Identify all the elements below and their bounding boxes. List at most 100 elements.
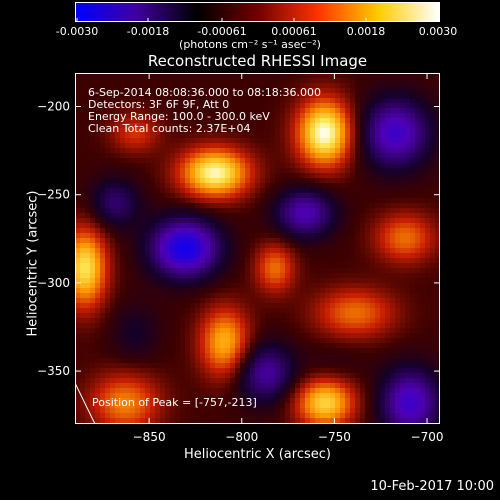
heatmap-cell bbox=[250, 208, 255, 213]
heatmap-cell bbox=[105, 218, 110, 223]
heatmap-cell bbox=[265, 243, 270, 248]
heatmap-cell bbox=[265, 248, 270, 253]
heatmap-cell bbox=[410, 228, 415, 233]
heatmap-cell bbox=[245, 273, 250, 278]
heatmap-cell bbox=[85, 113, 90, 118]
heatmap-cell bbox=[320, 218, 325, 223]
heatmap-cell bbox=[430, 228, 435, 233]
heatmap-cell bbox=[125, 228, 130, 233]
heatmap-cell bbox=[170, 218, 175, 223]
heatmap-cell bbox=[300, 323, 305, 328]
heatmap-cell bbox=[355, 383, 360, 388]
heatmap-cell bbox=[220, 388, 225, 393]
heatmap-cell bbox=[175, 378, 180, 383]
heatmap-cell bbox=[250, 218, 255, 223]
heatmap-cell bbox=[250, 173, 255, 178]
heatmap-cell bbox=[270, 268, 275, 273]
heatmap-cell bbox=[275, 323, 280, 328]
heatmap-cell bbox=[410, 313, 415, 318]
heatmap-cell bbox=[245, 98, 250, 103]
heatmap-cell bbox=[210, 403, 215, 408]
heatmap-cell bbox=[205, 338, 210, 343]
heatmap-cell bbox=[185, 313, 190, 318]
heatmap-cell bbox=[275, 163, 280, 168]
heatmap-cell bbox=[215, 123, 220, 128]
heatmap-cell bbox=[130, 388, 135, 393]
heatmap-cell bbox=[310, 313, 315, 318]
heatmap-cell bbox=[345, 103, 350, 108]
heatmap-cell bbox=[335, 273, 340, 278]
heatmap-cell bbox=[135, 138, 140, 143]
heatmap-cell bbox=[80, 108, 85, 113]
heatmap-cell bbox=[240, 218, 245, 223]
heatmap-cell bbox=[90, 98, 95, 103]
heatmap-cell bbox=[435, 338, 440, 343]
heatmap-cell bbox=[130, 108, 135, 113]
heatmap-cell bbox=[435, 398, 440, 403]
heatmap-cell bbox=[430, 183, 435, 188]
heatmap-cell bbox=[390, 173, 395, 178]
heatmap-cell bbox=[195, 368, 200, 373]
heatmap-cell bbox=[75, 248, 80, 253]
heatmap-cell bbox=[300, 343, 305, 348]
heatmap-cell bbox=[420, 73, 425, 78]
heatmap-cell bbox=[140, 233, 145, 238]
heatmap-cell bbox=[255, 328, 260, 333]
heatmap-cell bbox=[410, 128, 415, 133]
heatmap-cell bbox=[165, 293, 170, 298]
heatmap-cell bbox=[230, 293, 235, 298]
heatmap-cell bbox=[285, 188, 290, 193]
heatmap-cell bbox=[280, 73, 285, 78]
heatmap-cell bbox=[100, 343, 105, 348]
heatmap-cell bbox=[435, 198, 440, 203]
heatmap-cell bbox=[125, 253, 130, 258]
heatmap-cell bbox=[320, 223, 325, 228]
heatmap-cell bbox=[290, 98, 295, 103]
heatmap-cell bbox=[250, 373, 255, 378]
heatmap-cell bbox=[420, 338, 425, 343]
heatmap-cell bbox=[120, 133, 125, 138]
heatmap-cell bbox=[380, 98, 385, 103]
heatmap-cell bbox=[325, 138, 330, 143]
heatmap-cell bbox=[335, 98, 340, 103]
heatmap-cell bbox=[190, 88, 195, 93]
heatmap-cell bbox=[120, 293, 125, 298]
heatmap-cell bbox=[430, 213, 435, 218]
heatmap-cell bbox=[340, 343, 345, 348]
heatmap-cell bbox=[320, 408, 325, 413]
heatmap-cell bbox=[385, 108, 390, 113]
heatmap-cell bbox=[350, 333, 355, 338]
heatmap-cell bbox=[110, 213, 115, 218]
heatmap-cell bbox=[360, 293, 365, 298]
heatmap-cell bbox=[365, 353, 370, 358]
heatmap-cell bbox=[160, 393, 165, 398]
heatmap-cell bbox=[230, 393, 235, 398]
heatmap-cell bbox=[275, 393, 280, 398]
heatmap-cell bbox=[275, 263, 280, 268]
heatmap-cell bbox=[85, 328, 90, 333]
heatmap-cell bbox=[165, 308, 170, 313]
heatmap-cell bbox=[320, 313, 325, 318]
heatmap-cell bbox=[295, 123, 300, 128]
heatmap-cell bbox=[175, 208, 180, 213]
heatmap-cell bbox=[325, 203, 330, 208]
heatmap-cell bbox=[300, 178, 305, 183]
heatmap-cell bbox=[410, 163, 415, 168]
heatmap-cell bbox=[95, 228, 100, 233]
heatmap-cell bbox=[390, 213, 395, 218]
heatmap-cell bbox=[290, 403, 295, 408]
heatmap-cell bbox=[250, 193, 255, 198]
heatmap-cell bbox=[265, 368, 270, 373]
heatmap-cell bbox=[370, 73, 375, 78]
heatmap-cell bbox=[230, 363, 235, 368]
heatmap-cell bbox=[350, 293, 355, 298]
heatmap-cell bbox=[100, 228, 105, 233]
heatmap-cell bbox=[410, 158, 415, 163]
heatmap-cell bbox=[405, 233, 410, 238]
heatmap-cell bbox=[230, 108, 235, 113]
heatmap-cell bbox=[85, 318, 90, 323]
heatmap-cell bbox=[120, 193, 125, 198]
heatmap-cell bbox=[130, 293, 135, 298]
heatmap-cell bbox=[205, 283, 210, 288]
heatmap-cell bbox=[165, 128, 170, 133]
